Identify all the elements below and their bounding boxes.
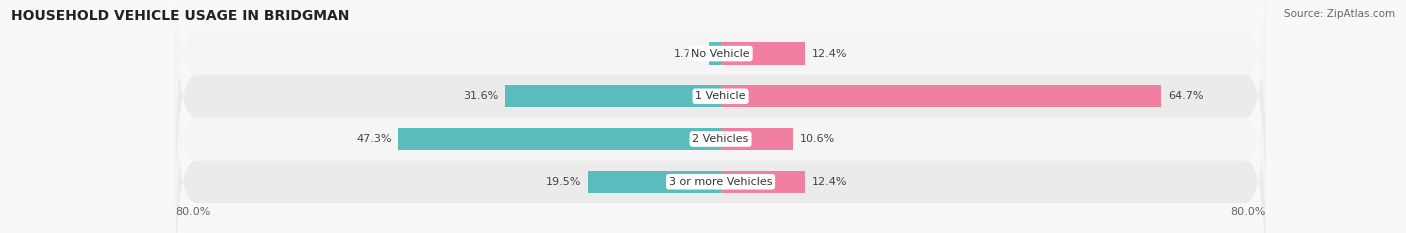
Text: 80.0%: 80.0%: [176, 207, 211, 217]
FancyBboxPatch shape: [176, 0, 1265, 160]
Text: 12.4%: 12.4%: [811, 49, 848, 58]
Text: 19.5%: 19.5%: [546, 177, 581, 187]
Text: 31.6%: 31.6%: [464, 91, 499, 101]
Bar: [588, 171, 721, 193]
Text: 80.0%: 80.0%: [1230, 207, 1265, 217]
Bar: [721, 128, 793, 150]
FancyBboxPatch shape: [176, 0, 1265, 203]
Text: 1.7%: 1.7%: [673, 49, 702, 58]
Text: HOUSEHOLD VEHICLE USAGE IN BRIDGMAN: HOUSEHOLD VEHICLE USAGE IN BRIDGMAN: [11, 9, 350, 23]
Text: 10.6%: 10.6%: [800, 134, 835, 144]
Bar: [721, 171, 806, 193]
Text: 2 Vehicles: 2 Vehicles: [692, 134, 749, 144]
Text: 64.7%: 64.7%: [1168, 91, 1204, 101]
Text: No Vehicle: No Vehicle: [692, 49, 749, 58]
Bar: [721, 42, 806, 65]
Text: Source: ZipAtlas.com: Source: ZipAtlas.com: [1284, 9, 1395, 19]
FancyBboxPatch shape: [176, 32, 1265, 233]
Text: 1 Vehicle: 1 Vehicle: [696, 91, 745, 101]
Bar: [709, 42, 721, 65]
Bar: [721, 85, 1161, 107]
Bar: [398, 128, 721, 150]
Text: 12.4%: 12.4%: [811, 177, 848, 187]
Bar: [505, 85, 721, 107]
FancyBboxPatch shape: [176, 75, 1265, 233]
Text: 3 or more Vehicles: 3 or more Vehicles: [669, 177, 772, 187]
Text: 47.3%: 47.3%: [356, 134, 392, 144]
